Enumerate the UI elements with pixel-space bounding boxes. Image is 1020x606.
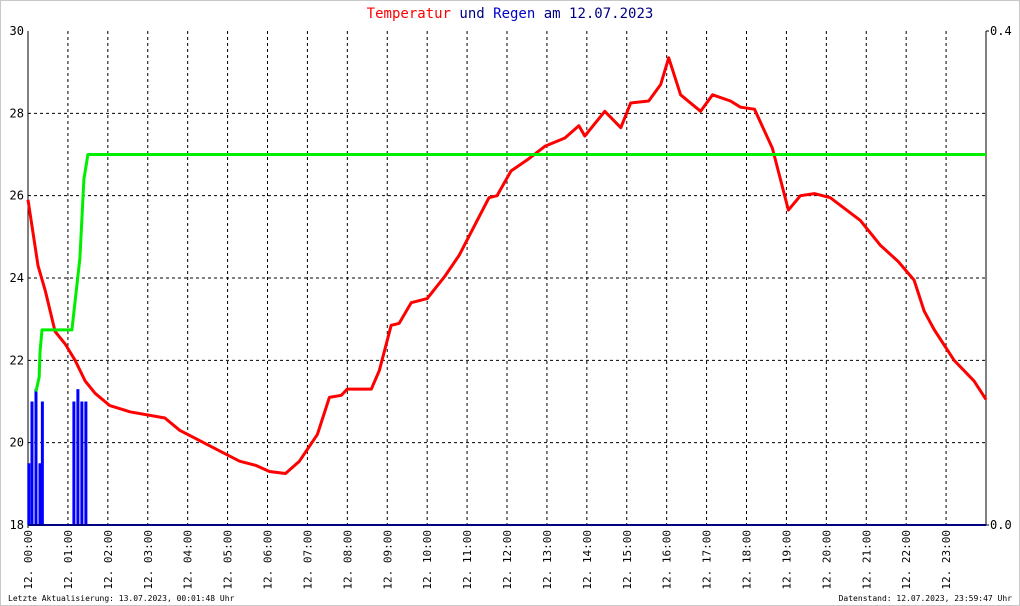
y-tick-label: 28 [10,106,24,120]
y2-tick-label: 0.0 [990,518,1012,532]
footer-right: Datenstand: 12.07.2023, 23:59:47 Uhr [839,594,1013,603]
x-tick-label: 12. 03:00 [142,530,155,590]
x-tick-label: 12. 10:00 [421,530,434,590]
title-part: und [459,6,484,22]
bar [72,401,76,525]
x-tick-label: 12. 09:00 [381,530,394,590]
bar [84,401,88,525]
x-tick-label: 12. 14:00 [581,530,594,590]
bar [34,389,38,525]
x-tick-label: 12. 04:00 [182,530,195,590]
bar [76,389,80,525]
y-tick-label: 18 [10,518,24,532]
x-tick-label: 12. 23:00 [940,530,953,590]
x-tick-label: 12. 16:00 [661,530,674,590]
bar [40,401,44,525]
y-tick-label: 20 [10,436,24,450]
y-tick-label: 30 [10,24,24,38]
chart-title: Temperatur und Regen am 12.07.2023 [367,6,654,22]
x-tick-label: 12. 07:00 [301,530,314,590]
x-tick-label: 12. 08:00 [341,530,354,590]
x-tick-label: 12. 06:00 [262,530,275,590]
x-tick-label: 12. 02:00 [102,530,115,590]
bar [38,463,42,525]
x-tick-label: 12. 00:00 [22,530,35,590]
footer-left: Letzte Aktualisierung: 13.07.2023, 00:01… [8,594,235,603]
x-tick-label: 12. 13:00 [541,530,554,590]
x-tick-label: 12. 21:00 [860,530,873,590]
line [26,56,988,475]
x-tick-label: 12. 19:00 [780,530,793,590]
x-tick-label: 12. 17:00 [701,530,714,590]
line [34,153,986,392]
y2-tick-label: 0.4 [990,24,1012,38]
bar [80,401,84,525]
x-tick-label: 12. 01:00 [62,530,75,590]
x-tick-label: 12. 05:00 [222,530,235,590]
x-tick-label: 12. 20:00 [820,530,833,590]
title-part: Regen [493,6,535,22]
title-part: Temperatur [367,6,451,22]
x-tick-label: 12. 22:00 [900,530,913,590]
y-tick-label: 22 [10,353,24,367]
bar [27,463,31,525]
x-tick-label: 12. 11:00 [461,530,474,590]
x-tick-label: 12. 12:00 [501,530,514,590]
y-tick-label: 26 [10,189,24,203]
x-tick-label: 12. 18:00 [741,530,754,590]
x-tick-label: 12. 15:00 [621,530,634,590]
y-tick-label: 24 [10,271,24,285]
bar [30,401,34,525]
title-part: am 12.07.2023 [544,6,654,22]
